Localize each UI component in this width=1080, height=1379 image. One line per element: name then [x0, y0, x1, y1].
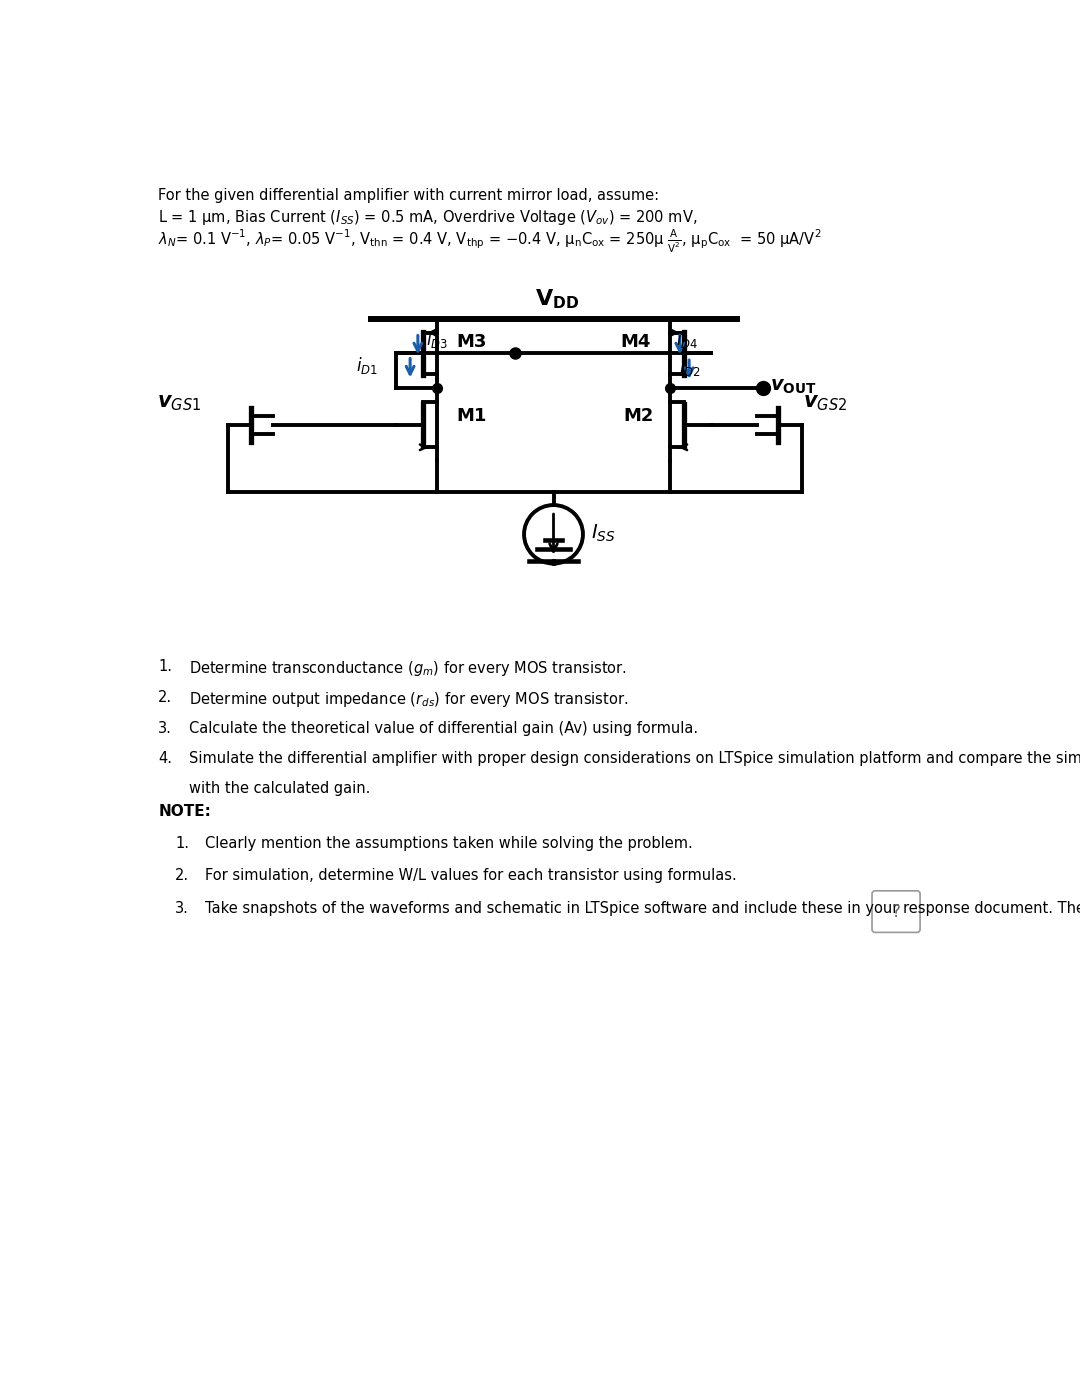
Text: M3: M3 [457, 334, 487, 352]
Text: $\lambda_N$= 0.1 V$^{-1}$, $\lambda_P$= 0.05 V$^{-1}$, V$_{\rm thn}$ = 0.4 V, V$: $\lambda_N$= 0.1 V$^{-1}$, $\lambda_P$= … [159, 228, 822, 255]
Text: $i_{D3}$: $i_{D3}$ [426, 328, 448, 350]
Text: $\boldsymbol{v}_{GS1}$: $\boldsymbol{v}_{GS1}$ [157, 393, 201, 414]
Text: For simulation, determine W/L values for each transistor using formulas.: For simulation, determine W/L values for… [205, 869, 737, 884]
Text: $I_{SS}$: $I_{SS}$ [591, 523, 616, 545]
Text: M4: M4 [620, 334, 650, 352]
Text: $\boldsymbol{v}_{\mathbf{OUT}}$: $\boldsymbol{v}_{\mathbf{OUT}}$ [770, 376, 818, 396]
Text: For the given differential amplifier with current mirror load, assume:: For the given differential amplifier wit… [159, 188, 660, 203]
Text: 2.: 2. [175, 869, 189, 884]
Text: Determine transconductance ($g_m$) for every MOS transistor.: Determine transconductance ($g_m$) for e… [189, 659, 627, 678]
Text: $i_{D4}$: $i_{D4}$ [676, 328, 698, 350]
Text: Calculate the theoretical value of differential gain (Av) using formula.: Calculate the theoretical value of diffe… [189, 721, 699, 735]
Text: Clearly mention the assumptions taken while solving the problem.: Clearly mention the assumptions taken wh… [205, 836, 692, 851]
Text: ?: ? [892, 903, 901, 921]
Text: $\mathbf{V_{DD}}$: $\mathbf{V_{DD}}$ [536, 287, 580, 312]
Text: L = 1 μm, Bias Current ($I_{SS}$) = 0.5 mA, Overdrive Voltage ($V_{ov}$) = 200 m: L = 1 μm, Bias Current ($I_{SS}$) = 0.5 … [159, 208, 698, 226]
Text: $i_{D2}$: $i_{D2}$ [679, 357, 701, 378]
Text: 4.: 4. [159, 752, 172, 767]
Text: Determine output impedance ($r_{ds}$) for every MOS transistor.: Determine output impedance ($r_{ds}$) fo… [189, 690, 629, 709]
Text: Simulate the differential amplifier with proper design considerations on LTSpice: Simulate the differential amplifier with… [189, 752, 1080, 767]
Text: NOTE:: NOTE: [159, 804, 211, 819]
Text: 1.: 1. [175, 836, 189, 851]
Text: 3.: 3. [159, 721, 172, 735]
Text: 1.: 1. [159, 659, 172, 674]
Text: $i_{D1}$: $i_{D1}$ [356, 354, 378, 376]
Text: 3.: 3. [175, 900, 189, 916]
Text: 2.: 2. [159, 690, 173, 705]
Text: with the calculated gain.: with the calculated gain. [189, 781, 370, 796]
Text: M1: M1 [457, 407, 487, 425]
Text: Take snapshots of the waveforms and schematic in LTSpice software and include th: Take snapshots of the waveforms and sche… [205, 900, 1080, 916]
Text: $\boldsymbol{v}_{GS2}$: $\boldsymbol{v}_{GS2}$ [804, 393, 848, 414]
Text: M2: M2 [623, 407, 653, 425]
